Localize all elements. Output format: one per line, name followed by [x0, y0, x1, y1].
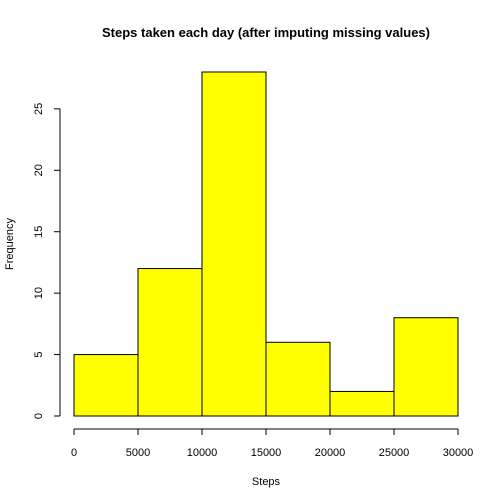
- x-axis-title: Steps: [252, 476, 281, 488]
- y-tick-label: 5: [33, 352, 45, 358]
- histogram-bar: [266, 342, 330, 416]
- bars-group: [74, 72, 458, 416]
- histogram-bar: [394, 318, 458, 416]
- y-tick-label: 25: [33, 103, 45, 115]
- y-axis: 0 5 10 15 20 25: [33, 103, 60, 419]
- x-tick-label: 10000: [187, 447, 218, 459]
- chart-title: Steps taken each day (after imputing mis…: [102, 25, 430, 40]
- y-tick-label: 10: [33, 287, 45, 299]
- histogram-bar: [330, 391, 394, 416]
- histogram-bar: [138, 269, 202, 416]
- x-tick-label: 30000: [443, 447, 474, 459]
- x-tick-label: 15000: [251, 447, 282, 459]
- histogram-bar: [74, 355, 138, 416]
- histogram-bar: [202, 72, 266, 416]
- y-axis-title: Frequency: [4, 218, 16, 270]
- x-tick-label: 20000: [315, 447, 346, 459]
- y-tick-label: 0: [33, 413, 45, 419]
- x-tick-label: 25000: [379, 447, 410, 459]
- x-axis: 0 5000 10000 15000 20000 25000 30000: [71, 429, 473, 459]
- y-tick-label: 15: [33, 226, 45, 238]
- x-tick-label: 5000: [126, 447, 150, 459]
- x-tick-label: 0: [71, 447, 77, 459]
- y-tick-label: 20: [33, 164, 45, 176]
